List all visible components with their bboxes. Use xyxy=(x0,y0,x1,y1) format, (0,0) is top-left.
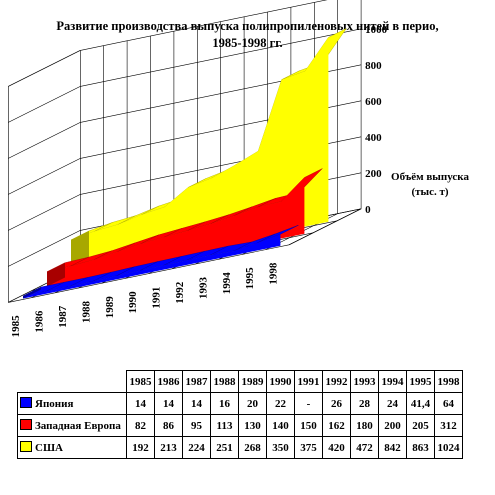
table-row: США 192 213 224 251 268 350 375 420 472 842 863 1024 xyxy=(17,436,463,459)
legend-entry: Западная Европа xyxy=(17,414,127,437)
table-cell: 192 xyxy=(126,436,155,459)
x-tick-label: 1992 xyxy=(174,281,186,304)
legend-entry: Япония xyxy=(17,392,127,415)
chart-title: Развитие производства выпуска полипропил… xyxy=(20,18,475,52)
series-Западная Европа xyxy=(46,168,323,287)
table-cell: 26 xyxy=(322,392,351,415)
table-year-header: 1987 xyxy=(182,370,211,393)
table-cell: 150 xyxy=(294,414,323,437)
table-cell: 95 xyxy=(182,414,211,437)
table-cell: 140 xyxy=(266,414,295,437)
table-cell: 22 xyxy=(266,392,295,415)
legend-swatch xyxy=(20,397,32,408)
table-year-header: 1988 xyxy=(210,370,239,393)
table-cell: 863 xyxy=(406,436,435,459)
table-year-header: 1992 xyxy=(322,370,351,393)
x-tick-label: 1991 xyxy=(151,287,163,309)
table-year-header: 1985 xyxy=(126,370,155,393)
table-cell: 200 xyxy=(378,414,407,437)
table-cell: 20 xyxy=(238,392,267,415)
table-row: Западная Европа 82 86 95 113 130 140 150 162 180 2… xyxy=(17,414,463,437)
table-cell: 14 xyxy=(126,392,155,415)
x-tick-label: 1998 xyxy=(268,262,280,285)
y-tick-label: 0 xyxy=(365,204,371,216)
x-tick-label: 1989 xyxy=(104,296,116,319)
table-cell: 162 xyxy=(322,414,351,437)
table-year-header: 1995 xyxy=(406,370,435,393)
legend-label: Япония xyxy=(35,398,74,410)
table-header-row: 1985 1986 1987 1988 1989 1990 1991 1992 1993 1994… xyxy=(18,370,463,393)
x-tick-label: 1986 xyxy=(34,310,46,333)
table-cell: 312 xyxy=(434,414,463,437)
table-cell: 16 xyxy=(210,392,239,415)
ribbon-side xyxy=(23,287,41,299)
table-year-header: 1994 xyxy=(378,370,407,393)
table-cell: 268 xyxy=(238,436,267,459)
table-year-header: 1986 xyxy=(154,370,183,393)
legend-swatch xyxy=(20,419,32,430)
ribbon-front xyxy=(47,177,305,287)
chart-subtitle: 1985-1998 гг. xyxy=(212,36,283,50)
table-cell: 86 xyxy=(154,414,183,437)
x-tick-label: 1985 xyxy=(10,315,22,338)
table-cell: - xyxy=(294,392,323,415)
legend-label: Западная Европа xyxy=(35,420,121,432)
table-cell: 130 xyxy=(238,414,267,437)
x-tick-label: 1988 xyxy=(80,301,92,324)
table-cell: 113 xyxy=(210,414,239,437)
table-cell: 14 xyxy=(154,392,183,415)
data-table: 1985 1986 1987 1988 1989 1990 1991 1992 1993 1994… xyxy=(17,370,463,459)
y-axis-label-line: Объём выпуска xyxy=(391,171,469,183)
table-cell: 420 xyxy=(322,436,351,459)
chart-plot: 020040060080010001200Объём выпуска(тыс. … xyxy=(8,0,469,338)
y-tick-label: 1000 xyxy=(365,24,388,36)
series-Япония xyxy=(22,225,299,299)
table-cell: 205 xyxy=(406,414,435,437)
table-cell: 472 xyxy=(350,436,379,459)
x-tick-label: 1994 xyxy=(221,272,233,295)
table-cell: 41,4 xyxy=(406,392,435,415)
table-cell: 251 xyxy=(210,436,239,459)
y-tick-label: 800 xyxy=(365,60,382,72)
x-tick-label: 1993 xyxy=(197,277,209,300)
table-cell: 350 xyxy=(266,436,295,459)
legend-label: США xyxy=(35,442,63,454)
table-year-header: 1990 xyxy=(266,370,295,393)
chart-title-line1: Развитие производства выпуска полипропил… xyxy=(56,19,439,33)
table-cell: 82 xyxy=(126,414,155,437)
y-tick-label: 200 xyxy=(365,168,382,180)
legend-entry: США xyxy=(17,436,127,459)
table-cell: 1024 xyxy=(434,436,463,459)
table-cell: 28 xyxy=(350,392,379,415)
table-cell: 180 xyxy=(350,414,379,437)
legend-swatch xyxy=(20,441,32,452)
ribbon-side xyxy=(47,262,65,287)
x-tick-label: 1990 xyxy=(127,291,139,314)
table-cell: 224 xyxy=(182,436,211,459)
y-tick-label: 600 xyxy=(365,96,382,108)
x-tick-label: 1995 xyxy=(244,267,256,290)
ribbon-front xyxy=(23,234,281,299)
table-row: Япония 14 14 14 16 20 22-26 28 24 41,4 64 xyxy=(17,392,463,415)
y-tick-label: 400 xyxy=(365,132,382,144)
table-year-header: 1998 xyxy=(434,370,463,393)
table-year-header: 1993 xyxy=(350,370,379,393)
table-year-header: 1989 xyxy=(238,370,267,393)
table-cell: 64 xyxy=(434,392,463,415)
table-cell: 375 xyxy=(294,436,323,459)
x-tick-label: 1987 xyxy=(57,305,69,328)
table-cell: 213 xyxy=(154,436,183,459)
table-cell: 842 xyxy=(378,436,407,459)
table-cell: 24 xyxy=(378,392,407,415)
table-year-header: 1991 xyxy=(294,370,323,393)
y-axis-label: Объём выпуска (тыс. т) xyxy=(391,171,469,198)
y-axis-label-line: (тыс. т) xyxy=(411,186,448,198)
table-cell: 14 xyxy=(182,392,211,415)
table-corner xyxy=(18,371,127,393)
